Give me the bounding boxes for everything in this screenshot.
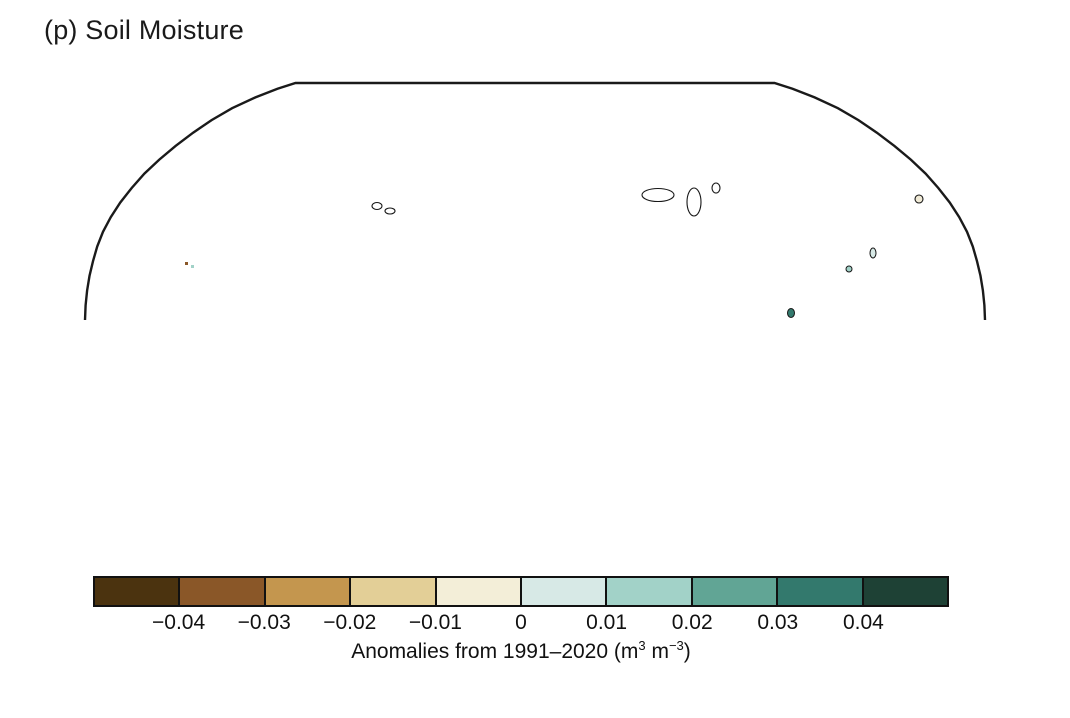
colorbar-tick-label: −0.01 bbox=[408, 611, 462, 634]
sakhalin bbox=[891, 176, 900, 197]
colorbar bbox=[93, 576, 949, 607]
anomaly-blob bbox=[466, 320, 499, 361]
anomaly-blob bbox=[920, 365, 960, 422]
map-outline bbox=[83, 81, 987, 322]
no-data-regions bbox=[391, 258, 688, 320]
hawaii bbox=[185, 262, 188, 265]
colorbar-segment bbox=[778, 578, 864, 605]
sulawesi bbox=[885, 311, 895, 320]
anomaly-blob bbox=[404, 392, 438, 472]
java bbox=[837, 331, 876, 342]
new-zealand bbox=[146, 445, 155, 458]
colorbar-segments bbox=[95, 578, 948, 605]
colorbar-segment bbox=[863, 578, 948, 605]
colorbar-tick-label: 0.03 bbox=[757, 611, 799, 634]
black-sea bbox=[641, 187, 675, 203]
colorbar-segment bbox=[265, 578, 352, 605]
caption-superscript: −3 bbox=[668, 638, 684, 653]
colorbar-segment bbox=[436, 578, 523, 605]
colorbar-tick-label: 0 bbox=[515, 611, 527, 634]
taiwan bbox=[869, 247, 877, 259]
caption-text: Anomalies from 1991–2020 (m bbox=[351, 640, 639, 663]
africa bbox=[539, 227, 724, 320]
arctic-island bbox=[393, 110, 438, 142]
anomaly-blob bbox=[757, 258, 798, 303]
colorbar-tick-label: 0.01 bbox=[586, 611, 628, 634]
hawaii bbox=[191, 265, 194, 268]
caption-superscript: 3 bbox=[638, 638, 646, 653]
tierra-del-fuego bbox=[414, 481, 427, 489]
colorbar-tick-label: −0.04 bbox=[152, 611, 206, 634]
anomaly-blob bbox=[330, 228, 378, 272]
anomaly-blob bbox=[340, 243, 362, 262]
inland-seas bbox=[371, 182, 721, 217]
colorbar-segment bbox=[180, 578, 266, 605]
philippines bbox=[876, 267, 887, 282]
north-america bbox=[187, 118, 453, 320]
anomaly-blob bbox=[598, 340, 655, 408]
colorbar-tick-label: 0.04 bbox=[842, 611, 884, 634]
arctic-island bbox=[365, 97, 399, 114]
borneo bbox=[854, 298, 882, 320]
ocean bbox=[85, 83, 985, 320]
caption-text: m bbox=[645, 640, 669, 663]
colorbar-segment bbox=[692, 578, 779, 605]
congo-no-data bbox=[570, 299, 641, 320]
japan bbox=[898, 203, 923, 233]
new-zealand bbox=[136, 426, 146, 437]
colorbar-segment bbox=[95, 578, 181, 605]
colorbar-tick-labels: −0.04 −0.03 −0.02 −0.01 0 0.01 0.02 0.03 0.04 bbox=[93, 611, 949, 637]
sahara-no-data bbox=[546, 258, 580, 283]
sumatra bbox=[806, 296, 839, 320]
new-guinea bbox=[929, 325, 972, 344]
great-britain bbox=[556, 175, 576, 203]
hainan bbox=[845, 265, 853, 273]
figure-title: (p) Soil Moisture bbox=[44, 15, 244, 45]
madagascar bbox=[693, 355, 709, 394]
caspian-sea bbox=[686, 187, 702, 217]
amazon-no-data bbox=[391, 302, 477, 320]
sudan-no-data bbox=[636, 258, 688, 296]
cuba bbox=[390, 280, 417, 291]
colorbar-caption: Anomalies from 1991–2020 (m3 m−3) bbox=[93, 638, 949, 664]
arctic-island bbox=[329, 112, 367, 134]
south-america bbox=[381, 281, 501, 320]
colorbar-tick-label: −0.02 bbox=[323, 611, 377, 634]
arctic-island bbox=[423, 95, 447, 108]
colorbar-segment bbox=[522, 578, 608, 605]
graticule bbox=[85, 83, 985, 320]
baja-california bbox=[299, 251, 319, 278]
anomaly-blob bbox=[834, 230, 872, 262]
antarctica bbox=[120, 491, 930, 560]
anomaly-blob bbox=[830, 150, 884, 200]
colorbar-tick-label: −0.03 bbox=[237, 611, 291, 634]
anomaly-speckles bbox=[188, 99, 926, 320]
great-lakes bbox=[384, 207, 396, 215]
hokkaido bbox=[914, 194, 924, 204]
colorbar-segment bbox=[607, 578, 693, 605]
aral-sea bbox=[711, 182, 721, 194]
hispaniola bbox=[416, 285, 427, 293]
iceland bbox=[520, 112, 542, 127]
caption-text: ) bbox=[683, 640, 691, 663]
australia bbox=[855, 349, 963, 426]
colorbar-tick-label: 0.02 bbox=[671, 611, 713, 634]
colorbar-segment bbox=[351, 578, 437, 605]
great-lakes bbox=[371, 201, 383, 211]
greenland bbox=[454, 93, 544, 164]
tasmania bbox=[915, 433, 924, 443]
philippines bbox=[881, 281, 891, 294]
landmasses bbox=[85, 93, 972, 560]
sri-lanka bbox=[787, 308, 795, 318]
eurasia bbox=[550, 98, 927, 312]
anomaly-blob bbox=[870, 388, 908, 418]
